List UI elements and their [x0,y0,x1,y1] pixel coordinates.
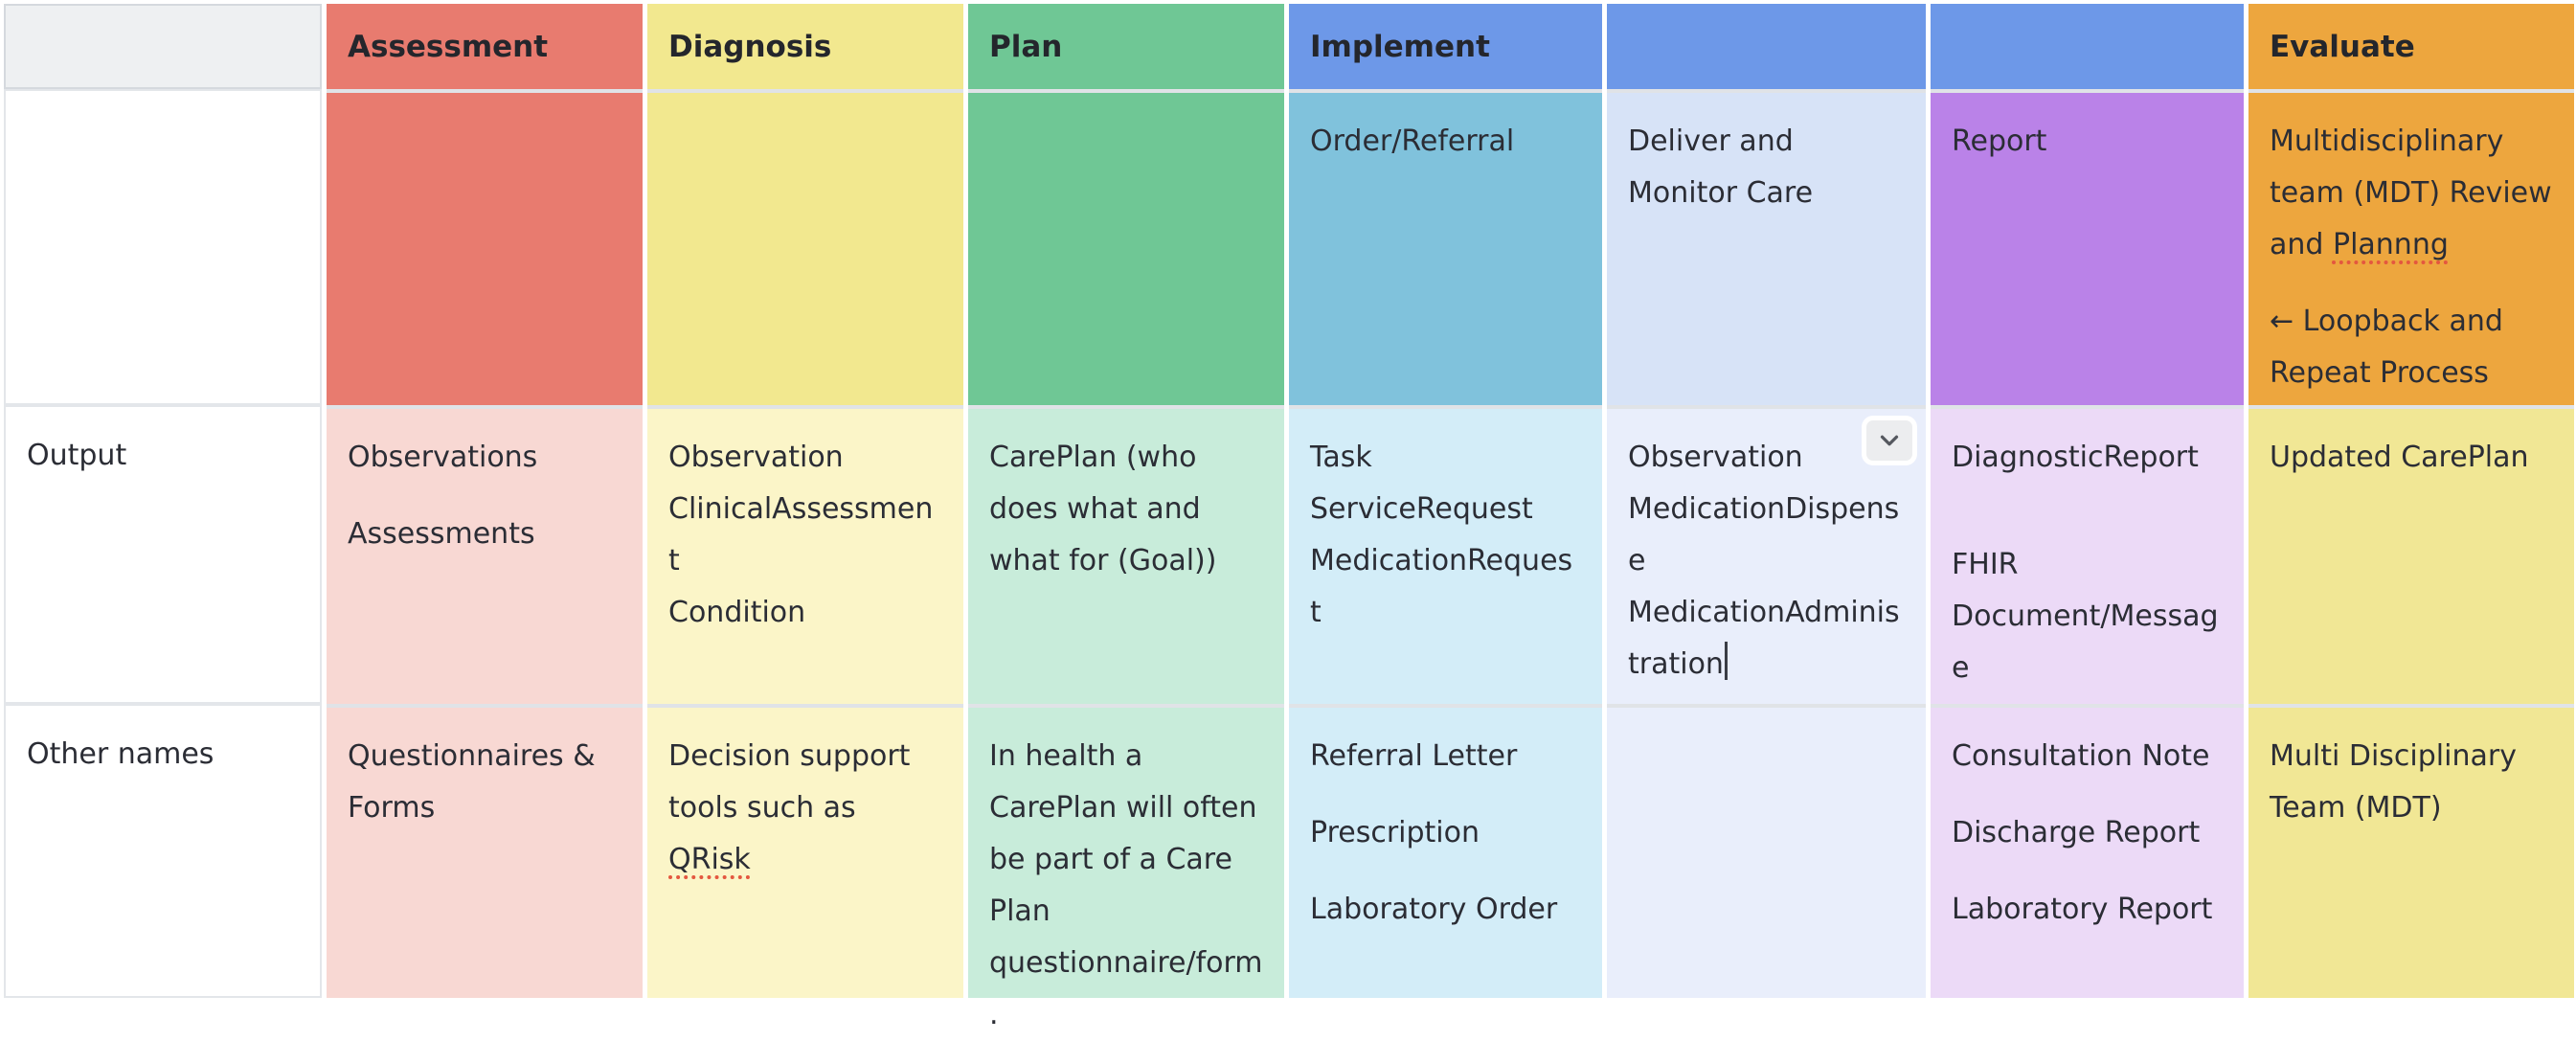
clinical-process-table: Assessment Diagnosis Plan Implement Eval… [4,4,2574,1031]
cell-paragraph: Multidisciplinary team (MDT) Review and … [2270,116,2553,271]
cell-paragraph: DiagnosticReport [1952,441,2199,474]
cell-paragraph: Observations [348,441,538,474]
column-header-label: Evaluate [2270,29,2415,64]
column-header-implement-span-2[interactable] [1607,4,1926,89]
column-header-evaluate[interactable]: Evaluate [2248,4,2574,89]
cell-paragraph: Order/Referral [1310,124,1515,158]
column-header-plan[interactable]: Plan [968,4,1284,89]
assessment-phase-band-cell[interactable] [327,89,643,405]
column-header-implement-span-3[interactable] [1931,4,2244,89]
row-label-other-names[interactable]: Other names [4,704,322,998]
column-header-diagnosis[interactable]: Diagnosis [647,4,963,89]
cell-paragraph: Consultation Note [1952,739,2210,773]
column-header-label: Diagnosis [668,29,832,64]
output-deliver-monitor-cell[interactable]: Observation MedicationDispense Medicatio… [1607,405,1926,704]
othernames-deliver-monitor-cell[interactable] [1607,704,1926,998]
misspelled-word: QRisk [668,843,751,876]
output-report-cell[interactable]: DiagnosticReport FHIR Document/Message [1931,405,2244,704]
cell-paragraph: Observation ClinicalAssessment Condition [668,441,934,629]
diagnosis-phase-band-cell[interactable] [647,89,963,405]
subheader-spacer-cell[interactable] [4,89,322,405]
output-order-referral-cell[interactable]: Task ServiceRequest MedicationRequest [1289,405,1602,704]
cell-paragraph: Updated CarePlan [2270,441,2529,474]
cell-paragraph: Assessments [348,517,535,551]
decision-support-text: Decision support tools such as [668,739,919,825]
cell-paragraph: Multi Disciplinary Team (MDT) [2270,739,2526,825]
cell-paragraph: Laboratory Report [1952,893,2213,926]
cell-paragraph: Discharge Report [1952,816,2201,849]
subphase-evaluate-cell[interactable]: Multidisciplinary team (MDT) Review and … [2248,89,2574,405]
othernames-assessment-cell[interactable]: Questionnaires & Forms [327,704,643,998]
subphase-deliver-monitor-cell[interactable]: Deliver and Monitor Care [1607,89,1926,405]
output-evaluate-cell[interactable]: Updated CarePlan [2248,405,2574,704]
chevron-down-icon [1880,435,1899,446]
cell-paragraph: Task ServiceRequest MedicationRequest [1310,441,1573,629]
cell-paragraph: Referral Letter [1310,739,1518,773]
cell-paragraph: FHIR Document/Message [1952,548,2219,685]
othernames-diagnosis-cell[interactable]: Decision support tools such as QRisk [647,704,963,998]
mdt-review-text: Multidisciplinary team (MDT) Review and [2270,124,2562,261]
expand-cell-button[interactable] [1862,416,1917,465]
subphase-order-referral-cell[interactable]: Order/Referral [1289,89,1602,405]
editing-cell-text: Observation MedicationDispense Medicatio… [1628,441,1900,681]
othernames-report-cell[interactable]: Consultation Note Discharge Report Laborat… [1931,704,2244,998]
column-header-label: Assessment [348,29,549,64]
cell-paragraph: Questionnaires & Forms [348,739,605,825]
column-header-assessment[interactable]: Assessment [327,4,643,89]
column-header-label: Implement [1310,29,1490,64]
cell-paragraph: Prescription [1310,816,1480,849]
row-label-text: Other names [27,737,215,771]
cell-paragraph: Decision support tools such as QRisk [668,731,942,886]
row-label-text: Output [27,439,127,472]
row-label-output[interactable]: Output [4,405,322,704]
cell-paragraph: Laboratory Order [1310,893,1558,926]
cell-paragraph: Deliver and Monitor Care [1628,124,1814,210]
loopback-note: ← Loopback and Repeat Process [2270,305,2513,390]
text-cursor [1724,642,1728,680]
othernames-evaluate-cell[interactable]: Multi Disciplinary Team (MDT) [2248,704,2574,998]
column-header-implement[interactable]: Implement [1289,4,1602,89]
output-assessment-cell[interactable]: Observations Assessments [327,405,643,704]
output-plan-cell[interactable]: CarePlan (who does what and what for (Go… [968,405,1284,704]
cell-paragraph: CarePlan (who does what and what for (Go… [989,441,1217,577]
corner-header-cell [4,4,322,89]
output-diagnosis-cell[interactable]: Observation ClinicalAssessment Condition [647,405,963,704]
cell-paragraph: Observation MedicationDispense Medicatio… [1628,432,1905,690]
column-header-label: Plan [989,29,1063,64]
cell-paragraph: Report [1952,124,2047,158]
othernames-order-referral-cell[interactable]: Referral Letter Prescription Laboratory Or… [1289,704,1602,998]
subphase-report-cell[interactable]: Report [1931,89,2244,405]
plan-phase-band-cell[interactable] [968,89,1284,405]
othernames-plan-cell[interactable]: In health a CarePlan will often be part … [968,704,1284,1031]
misspelled-word: Plannng [2332,228,2449,261]
cell-paragraph: In health a CarePlan will often be part … [989,739,1267,1031]
